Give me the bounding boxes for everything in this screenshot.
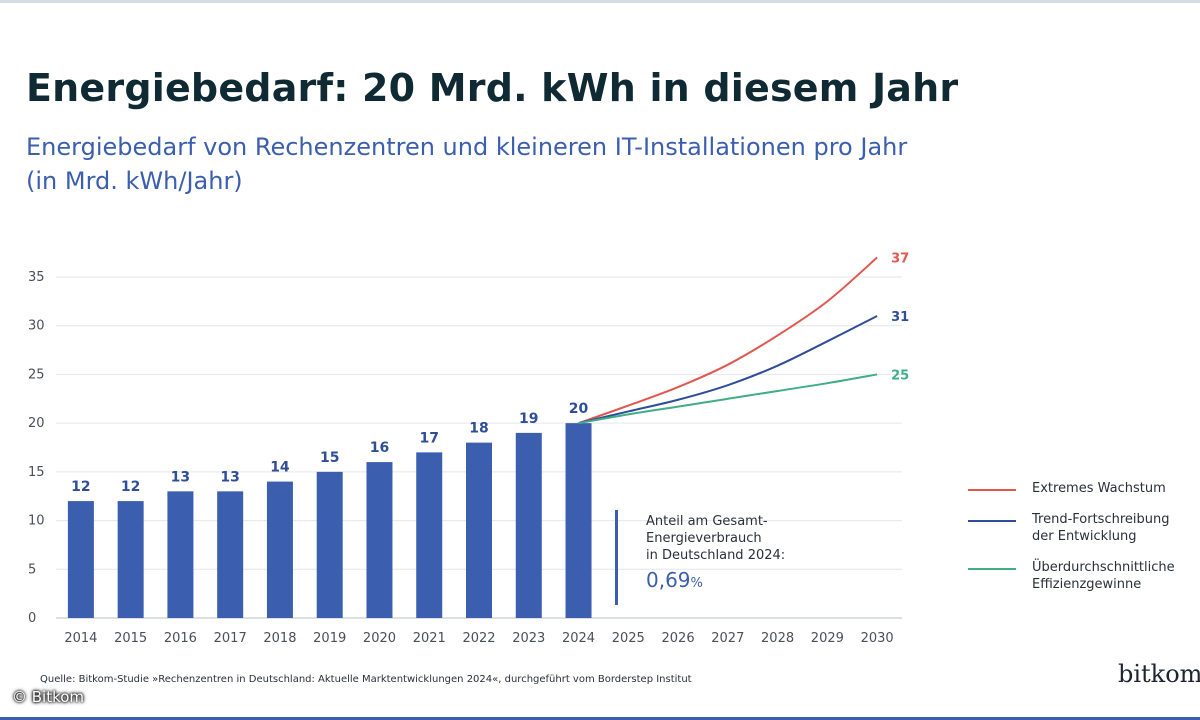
bar: [565, 423, 592, 618]
legend-label-line: der Entwicklung: [1032, 529, 1137, 544]
annotation-accent-bar: [615, 510, 618, 605]
bar-value-label: 18: [469, 421, 488, 437]
annotation-value: 0,69%: [646, 568, 816, 596]
series-line: [578, 256, 878, 425]
bar-value-label: 13: [171, 469, 190, 485]
x-tick-label: 2023: [512, 631, 545, 646]
legend-swatch: [968, 520, 1016, 522]
series-end-label: 31: [891, 310, 909, 325]
x-tick-label: 2030: [861, 631, 894, 646]
bar-value-label: 12: [71, 479, 90, 495]
x-tick-label: 2028: [761, 631, 794, 646]
x-tick-label: 2019: [313, 631, 346, 646]
x-tick-label: 2025: [612, 631, 645, 646]
copyright-watermark: © Bitkom: [12, 688, 85, 706]
bar-value-label: 14: [270, 460, 290, 476]
annotation-line: Energieverbrauch: [646, 531, 762, 546]
bar-value-label: 16: [370, 440, 389, 456]
y-tick-label: 25: [28, 367, 45, 382]
y-tick-label: 0: [28, 611, 36, 626]
series-line: [578, 315, 878, 425]
bar: [515, 432, 542, 618]
legend-swatch: [968, 568, 1016, 570]
bar-value-label: 15: [320, 450, 339, 466]
series-end-label: 37: [891, 252, 909, 267]
legend-label: Überdurchschnittliche Effizienzgewinne: [1032, 559, 1175, 593]
annotation-line: in Deutschland 2024:: [646, 548, 786, 563]
legend-label-line: Extremes Wachstum: [1032, 481, 1166, 496]
y-tick-label: 15: [28, 465, 45, 480]
bar-value-label: 13: [220, 469, 239, 485]
legend-label-line: Effizienzgewinne: [1032, 577, 1142, 592]
bar: [266, 481, 293, 618]
x-tick-label: 2029: [811, 631, 844, 646]
bar: [167, 491, 194, 618]
bar: [416, 452, 443, 618]
y-tick-label: 20: [28, 416, 45, 431]
bar: [366, 462, 393, 618]
x-tick-label: 2026: [662, 631, 695, 646]
x-tick-label: 2017: [214, 631, 247, 646]
x-tick-label: 2016: [164, 631, 197, 646]
chart-legend: Extremes Wachstum Trend-Fortschreibung d…: [968, 480, 1200, 607]
legend-label-line: Trend-Fortschreibung: [1032, 512, 1170, 527]
series-end-label: 25: [891, 368, 909, 383]
bar-value-label: 19: [519, 411, 538, 427]
x-tick-label: 2015: [114, 631, 147, 646]
x-tick-label: 2020: [363, 631, 396, 646]
bar: [217, 491, 244, 618]
source-note: Quelle: Bitkom-Studie »Rechenzentren in …: [40, 674, 692, 685]
x-tick-label: 2018: [263, 631, 296, 646]
x-tick-label: 2024: [562, 631, 595, 646]
y-tick-label: 10: [28, 514, 45, 529]
bar: [117, 501, 144, 618]
bar-value-label: 12: [121, 479, 140, 495]
y-tick-label: 5: [28, 562, 36, 577]
bitkom-logo: bitkom: [1118, 660, 1200, 688]
legend-label-line: Überdurchschnittliche: [1032, 560, 1175, 575]
bar: [466, 442, 492, 618]
legend-label: Extremes Wachstum: [1032, 480, 1166, 497]
top-divider: [0, 0, 1200, 3]
x-tick-label: 2014: [64, 631, 97, 646]
y-tick-label: 35: [28, 270, 45, 285]
y-tick-label: 30: [28, 319, 45, 334]
chart-subtitle: Energiebedarf von Rechenzentren und klei…: [26, 133, 908, 195]
bar-value-label: 17: [419, 430, 438, 446]
chart-title: Energiebedarf: 20 Mrd. kWh in diesem Jah…: [26, 66, 959, 110]
bar: [316, 471, 343, 618]
bottom-divider: [0, 717, 1200, 720]
annotation-value-number: 0,69: [646, 568, 691, 592]
energy-share-annotation: Anteil am Gesamt- Energieverbrauch in De…: [646, 513, 816, 596]
x-tick-label: 2027: [711, 631, 744, 646]
legend-item-effizienzgewinne: Überdurchschnittliche Effizienzgewinne: [968, 559, 1200, 593]
x-tick-label: 2022: [462, 631, 495, 646]
x-tick-label: 2021: [413, 631, 446, 646]
bar-value-label: 20: [569, 401, 589, 417]
annotation-value-unit: %: [690, 576, 703, 591]
series-line: [578, 373, 878, 425]
legend-label: Trend-Fortschreibung der Entwicklung: [1032, 511, 1170, 545]
legend-item-trend-fortschreibung: Trend-Fortschreibung der Entwicklung: [968, 511, 1200, 545]
annotation-line: Anteil am Gesamt-: [646, 514, 768, 529]
legend-swatch: [968, 489, 1016, 491]
bar: [67, 501, 94, 618]
legend-item-extremes-wachstum: Extremes Wachstum: [968, 480, 1200, 497]
